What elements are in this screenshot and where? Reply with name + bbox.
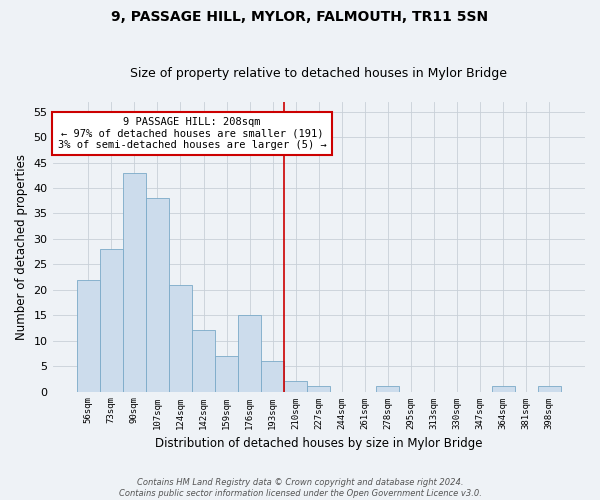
Y-axis label: Number of detached properties: Number of detached properties: [15, 154, 28, 340]
Text: 9, PASSAGE HILL, MYLOR, FALMOUTH, TR11 5SN: 9, PASSAGE HILL, MYLOR, FALMOUTH, TR11 5…: [112, 10, 488, 24]
Bar: [192, 330, 215, 392]
Bar: [100, 249, 123, 392]
Bar: [77, 280, 100, 392]
Bar: [307, 386, 330, 392]
Bar: [284, 382, 307, 392]
X-axis label: Distribution of detached houses by size in Mylor Bridge: Distribution of detached houses by size …: [155, 437, 482, 450]
Bar: [215, 356, 238, 392]
Bar: [238, 315, 261, 392]
Text: 9 PASSAGE HILL: 208sqm
← 97% of detached houses are smaller (191)
3% of semi-det: 9 PASSAGE HILL: 208sqm ← 97% of detached…: [58, 117, 326, 150]
Bar: [169, 284, 192, 392]
Text: Contains HM Land Registry data © Crown copyright and database right 2024.
Contai: Contains HM Land Registry data © Crown c…: [119, 478, 481, 498]
Bar: [491, 386, 515, 392]
Bar: [146, 198, 169, 392]
Title: Size of property relative to detached houses in Mylor Bridge: Size of property relative to detached ho…: [130, 66, 507, 80]
Bar: [123, 172, 146, 392]
Bar: [538, 386, 561, 392]
Bar: [376, 386, 400, 392]
Bar: [261, 361, 284, 392]
